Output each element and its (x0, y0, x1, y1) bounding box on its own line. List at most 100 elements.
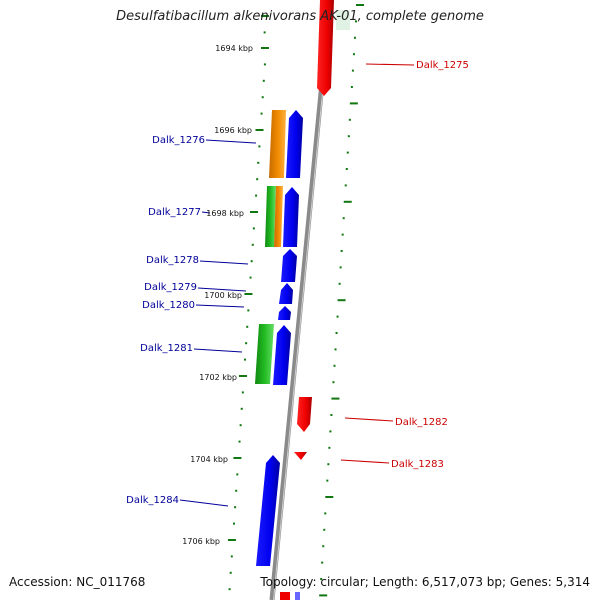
tick-mark (235, 489, 238, 492)
bottom-strip-red (280, 592, 290, 600)
tick-mark (263, 31, 266, 34)
tick-mark (238, 440, 241, 443)
tick-mark (255, 194, 258, 197)
connector-Dalk_1277 (201, 211, 211, 214)
tick-mark (236, 473, 239, 476)
tick-mark (333, 364, 336, 367)
gene-Dalk_1281[interactable] (273, 325, 291, 385)
tick-mark (245, 342, 248, 345)
connector-Dalk_1275 (365, 63, 415, 66)
connector-Dalk_1282 (344, 417, 394, 422)
tick-mark (346, 151, 349, 154)
tick-mark (325, 496, 334, 498)
tick-label-1706: 1706 kbp (182, 537, 220, 546)
gene-Dalk_1278[interactable] (281, 249, 297, 282)
tick-label-1694: 1694 kbp (215, 44, 253, 53)
tick-mark (246, 325, 249, 328)
tick-label-1698: 1698 kbp (206, 209, 244, 218)
tick-mark (255, 129, 264, 131)
feature-green-1281[interactable] (255, 324, 274, 384)
tick-mark (334, 348, 337, 351)
gene-Dalk_1280[interactable] (278, 306, 291, 320)
genome-backbone (269, 0, 333, 600)
tick-mark (249, 276, 252, 279)
tick-mark (328, 446, 331, 449)
label-Dalk_1282[interactable]: Dalk_1282 (395, 417, 448, 428)
tick-mark (351, 69, 354, 72)
tick-mark (227, 539, 236, 541)
tick-mark (319, 594, 328, 597)
tick-mark (356, 4, 364, 6)
tick-mark (341, 233, 344, 236)
gene-Dalk_1279[interactable] (279, 283, 293, 304)
tick-mark (340, 250, 343, 252)
label-connectors (179, 63, 415, 507)
tick-mark (345, 168, 348, 170)
label-Dalk_1276[interactable]: Dalk_1276 (152, 135, 205, 146)
bottom-strip-blue (295, 592, 300, 600)
tick-mark (240, 407, 243, 410)
tick-mark (252, 227, 255, 230)
genome-backbone-highlight (273, 0, 332, 600)
label-Dalk_1275[interactable]: Dalk_1275 (416, 60, 469, 71)
tick-mark (233, 457, 242, 459)
tick-mark (332, 381, 335, 384)
tick-mark (233, 522, 236, 525)
tick-mark (326, 479, 329, 482)
gene-Dalk_1276[interactable] (286, 110, 303, 178)
topology-text: Topology: circular; Length: 6,517,073 bp… (260, 575, 590, 589)
label-Dalk_1278[interactable]: Dalk_1278 (146, 255, 199, 266)
connector-Dalk_1283 (340, 459, 390, 464)
gene-Dalk_1282[interactable] (297, 397, 312, 432)
tick-mark (228, 588, 231, 591)
feature-orange-1276[interactable] (269, 110, 286, 178)
tick-mark (256, 178, 259, 181)
tick-mark (258, 145, 261, 148)
tick-mark (348, 118, 351, 121)
tick-labels: 1694 kbp 1696 kbp 1698 kbp 1700 kbp 1702… (182, 44, 253, 546)
tick-mark (338, 282, 341, 285)
tick-mark (344, 184, 347, 187)
tick-mark (249, 211, 258, 213)
label-Dalk_1281[interactable]: Dalk_1281 (140, 343, 193, 354)
tick-mark (335, 332, 338, 334)
gene-Dalk_1275[interactable] (317, 0, 334, 96)
tick-mark (352, 53, 355, 56)
tick-mark (238, 375, 247, 377)
tick-mark (244, 293, 253, 295)
tick-label-1704: 1704 kbp (190, 455, 228, 464)
tick-mark (239, 424, 242, 427)
tick-mark (337, 299, 346, 302)
tick-mark (329, 430, 332, 433)
connector-Dalk_1276 (205, 139, 257, 144)
tick-mark (342, 217, 345, 220)
gene-Dalk_1277[interactable] (283, 187, 299, 247)
label-Dalk_1283[interactable]: Dalk_1283 (391, 459, 444, 470)
tick-mark (262, 79, 265, 82)
tick-mark (230, 555, 233, 558)
gene-labels: Dalk_1275 Dalk_1276 Dalk_1277 Dalk_1278 … (126, 60, 469, 506)
tick-mark (320, 578, 323, 580)
gene-Dalk_1284[interactable] (256, 455, 280, 566)
tick-mark (244, 358, 247, 361)
tick-mark (322, 545, 325, 548)
tick-mark (260, 112, 263, 115)
tick-mark (234, 506, 237, 509)
feature-orange-1277[interactable] (274, 186, 283, 247)
tick-mark (261, 15, 269, 17)
gene-Dalk_1283[interactable] (294, 452, 307, 460)
tick-mark (257, 161, 260, 164)
tick-mark (330, 414, 333, 416)
tick-mark (349, 102, 358, 105)
label-Dalk_1277[interactable]: Dalk_1277 (148, 207, 201, 218)
tick-mark (324, 512, 327, 515)
tick-mark (261, 47, 269, 49)
label-Dalk_1280[interactable]: Dalk_1280 (142, 300, 195, 311)
tick-mark (241, 391, 244, 394)
feature-green-1277[interactable] (265, 186, 276, 247)
tick-mark (347, 135, 350, 138)
tick-label-1696: 1696 kbp (214, 126, 252, 135)
label-Dalk_1279[interactable]: Dalk_1279 (144, 282, 197, 293)
label-Dalk_1284[interactable]: Dalk_1284 (126, 495, 179, 506)
